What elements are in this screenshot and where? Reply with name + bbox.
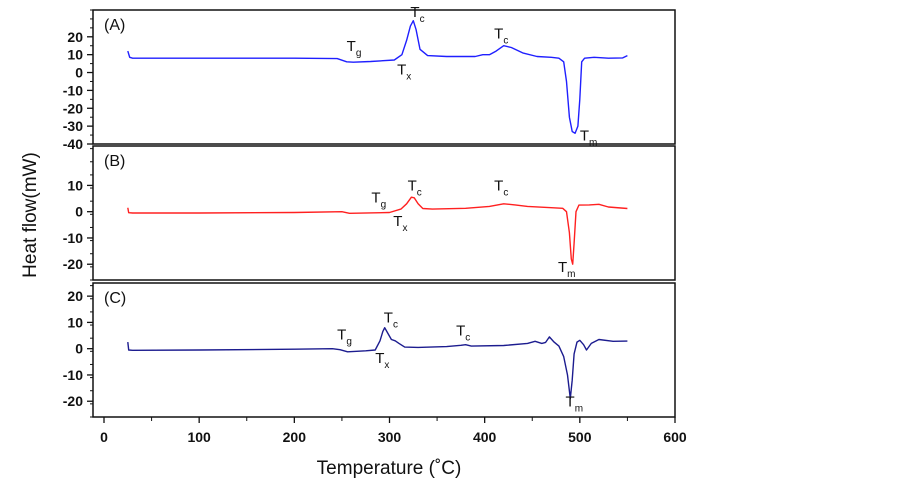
x-tick-label: 500 xyxy=(568,429,592,445)
annotation-tc: Tc xyxy=(384,309,398,330)
x-tick-label: 0 xyxy=(100,429,108,445)
annotation-tm: Tm xyxy=(566,393,584,414)
annotation-tc: Tc xyxy=(494,26,508,47)
y-tick-label: -30 xyxy=(63,118,83,134)
x-tick-label: 400 xyxy=(473,429,497,445)
annotation-tx: Tx xyxy=(375,350,389,371)
annotation-subscript: c xyxy=(393,319,398,330)
annotation-subscript: m xyxy=(589,137,597,148)
annotation-subscript: m xyxy=(575,403,583,414)
dsc-curve xyxy=(127,20,628,134)
panel-c: 20 10 0 -10 -20 (C) Tg Tx Tc Tc Tm xyxy=(63,282,676,418)
annotation-subscript: c xyxy=(503,36,508,47)
y-tick-label: 10 xyxy=(67,47,83,63)
x-tick-label: 300 xyxy=(378,429,402,445)
annotation-subscript: x xyxy=(406,71,411,82)
y-tick-label: 20 xyxy=(67,29,83,45)
y-tick-label: 10 xyxy=(67,177,83,193)
y-tick-label: -20 xyxy=(63,393,83,409)
annotation-subscript: x xyxy=(402,223,407,234)
panel-frame xyxy=(92,282,676,418)
annotation-tx: Tx xyxy=(393,213,407,234)
y-tick-label: 0 xyxy=(75,204,83,220)
panel-label: (C) xyxy=(104,290,126,307)
x-axis-label: Temperature (˚C) xyxy=(317,458,462,479)
annotation-subscript: g xyxy=(381,199,387,210)
annotation-tc: Tc xyxy=(408,178,422,199)
x-tick-label: 200 xyxy=(283,429,307,445)
y-tick-label: -10 xyxy=(63,82,83,98)
annotation-subscript: c xyxy=(465,333,470,344)
y-tick-label: 0 xyxy=(75,65,83,81)
y-axis-label: Heat flow(mW) xyxy=(20,152,41,278)
panel-frame xyxy=(92,9,676,145)
annotation-tg: Tg xyxy=(337,326,352,347)
annotation-subscript: c xyxy=(503,188,508,199)
y-tick-label: 0 xyxy=(75,341,83,357)
annotation-tg: Tg xyxy=(347,38,362,59)
y-tick-label: -20 xyxy=(63,100,83,116)
annotation-subscript: c xyxy=(417,188,422,199)
y-tick-label: -10 xyxy=(63,230,83,246)
panel-frame xyxy=(92,145,676,281)
annotation-tx: Tx xyxy=(397,61,411,82)
x-tick-label: 100 xyxy=(187,429,211,445)
annotation-subscript: g xyxy=(346,336,352,347)
annotation-subscript: x xyxy=(384,360,389,371)
y-tick-label: -20 xyxy=(63,256,83,272)
annotation-tg: Tg xyxy=(371,189,386,210)
annotation-tc: Tc xyxy=(494,178,508,199)
dsc-curve xyxy=(127,327,628,400)
y-tick-label: -10 xyxy=(63,367,83,383)
dsc-curve xyxy=(127,196,628,265)
panel-label: (A) xyxy=(104,17,125,34)
y-tick-label: 20 xyxy=(67,288,83,304)
x-tick-label: 600 xyxy=(663,429,687,445)
panel-label: (B) xyxy=(104,153,125,170)
annotation-subscript: m xyxy=(567,269,575,280)
y-tick-label: -40 xyxy=(63,136,83,152)
annotation-subscript: g xyxy=(356,48,362,59)
annotation-subscript: c xyxy=(420,14,425,25)
annotation-tc: Tc xyxy=(456,323,470,344)
y-tick-label: 10 xyxy=(67,314,83,330)
